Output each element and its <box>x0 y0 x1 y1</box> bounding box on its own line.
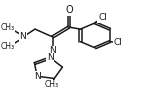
Text: Cl: Cl <box>114 38 123 47</box>
Text: N: N <box>47 53 54 62</box>
Text: CH₃: CH₃ <box>1 42 15 51</box>
Text: N: N <box>34 72 40 81</box>
Text: CH₃: CH₃ <box>1 23 15 32</box>
Text: O: O <box>65 5 73 15</box>
Text: N: N <box>49 46 56 55</box>
Text: Cl: Cl <box>98 13 107 22</box>
Text: CH₃: CH₃ <box>44 80 58 89</box>
Text: N: N <box>20 32 26 41</box>
